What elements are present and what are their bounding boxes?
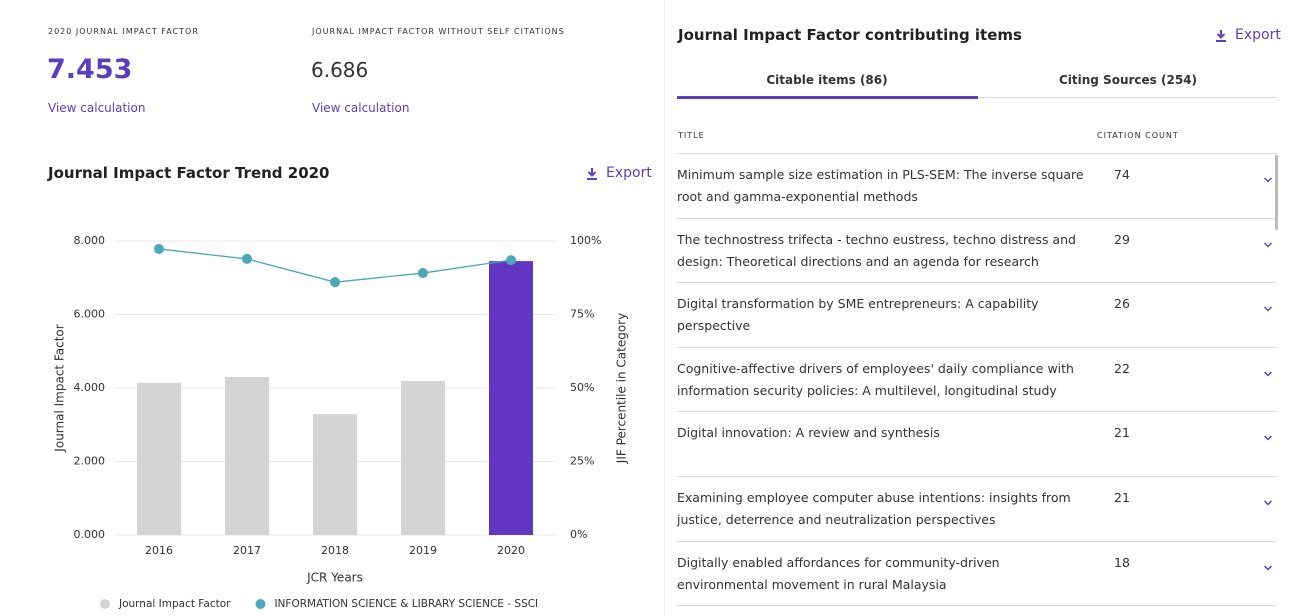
x-tick-label: 2018 <box>321 544 349 557</box>
table-row[interactable]: Minimum sample size estimation in PLS-SE… <box>677 153 1277 218</box>
export-label: Export <box>1235 27 1281 43</box>
expand-chevron[interactable] <box>1263 434 1273 442</box>
x-tick-label: 2017 <box>233 544 261 557</box>
x-axis-label: JCR Years <box>306 571 363 585</box>
bar <box>137 382 181 535</box>
point <box>242 253 252 264</box>
citation-count: 22 <box>1114 360 1130 376</box>
export-label: Export <box>606 165 652 181</box>
x-tick-label: 2016 <box>145 544 173 557</box>
citation-count: 18 <box>1114 554 1130 570</box>
y2-axis-label: JIF Percentile in Category <box>615 313 629 464</box>
table-row[interactable]: The technostress trifecta - techno eustr… <box>677 217 1277 283</box>
view-calculation[interactable]: View calculation <box>312 101 410 115</box>
point <box>330 277 340 288</box>
y2-tick-label: 50% <box>570 381 594 394</box>
metric-label: JOURNAL IMPACT FACTOR WITHOUT SELF CITAT… <box>312 27 565 36</box>
expand-chevron[interactable] <box>1263 564 1273 572</box>
column-header: CITATION COUNT <box>1097 131 1179 140</box>
y-tick-label: 4.000 <box>74 381 106 394</box>
y2-tick-label: 100% <box>570 234 601 247</box>
item-title: Cognitive-affective drivers of employees… <box>677 360 1074 398</box>
bar <box>489 261 533 535</box>
item-title: Digital innovation: A review and synthes… <box>677 425 940 441</box>
expand-chevron[interactable] <box>1263 305 1273 313</box>
row-divider <box>677 605 1277 607</box>
citation-count: 29 <box>1114 231 1130 247</box>
chart-title: Journal Impact Factor Trend 2020 <box>48 164 330 182</box>
item-title: The technostress trifecta - techno eustr… <box>677 231 1076 269</box>
table-row[interactable]: Digital transformation by SME entreprene… <box>677 282 1277 347</box>
citation-count: 21 <box>1114 490 1130 505</box>
tab[interactable]: Citable items (86) <box>766 73 888 87</box>
divider <box>664 0 665 616</box>
y2-tick-label: 75% <box>570 308 594 321</box>
expand-chevron[interactable] <box>1263 241 1273 249</box>
y-tick-label: 6.000 <box>74 308 106 321</box>
download-icon <box>1216 30 1226 42</box>
legend-swatch <box>100 599 110 609</box>
column-header: TITLE <box>678 131 705 140</box>
y2-tick-label: 0% <box>570 528 587 541</box>
view-calculation[interactable]: View calculation <box>48 101 146 115</box>
chart: 0.000 2.000 4.000 6.000 8.000 0% 25% 50% 75% 100%… <box>53 234 629 610</box>
expand-chevron[interactable] <box>1263 370 1273 378</box>
metric-label: 2020 JOURNAL IMPACT FACTOR <box>48 27 199 36</box>
tab-indicator <box>677 96 978 99</box>
citation-count: 26 <box>1114 296 1130 312</box>
bar <box>313 414 357 535</box>
y-tick-label: 0.000 <box>74 528 106 541</box>
bar <box>225 376 269 535</box>
legend-label: INFORMATION SCIENCE & LIBRARY SCIENCE - … <box>274 598 538 610</box>
legend-swatch <box>255 599 266 609</box>
scrollbar <box>1275 155 1278 230</box>
y-axis-label: Journal Impact Factor <box>53 324 67 452</box>
citation-count: 74 <box>1114 167 1130 182</box>
tab[interactable]: Citing Sources (254) <box>1058 73 1198 87</box>
items-title: Journal Impact Factor contributing items <box>678 26 1022 44</box>
y-tick-label: 2.000 <box>74 455 106 468</box>
y2-tick-label: 25% <box>570 455 594 468</box>
table-row[interactable]: Cognitive-affective drivers of employees… <box>677 346 1277 412</box>
item-title: Examining employee computer abuse intent… <box>677 490 1071 527</box>
table-row[interactable]: Examining employee computer abuse intent… <box>677 476 1277 541</box>
expand-chevron[interactable] <box>1263 499 1273 507</box>
item-title: Digitally enabled affordances for commun… <box>677 554 1000 592</box>
x-tick-label: 2019 <box>409 544 437 557</box>
point <box>506 255 516 266</box>
table-row[interactable]: Digital innovation: A review and synthes… <box>677 411 1277 476</box>
table-row[interactable]: Digitally enabled affordances for commun… <box>677 540 1277 606</box>
legend-label: Journal Impact Factor <box>118 598 231 610</box>
citation-count: 21 <box>1114 425 1130 441</box>
download-icon <box>587 168 597 180</box>
point <box>154 243 164 254</box>
y-tick-label: 8.000 <box>74 234 106 247</box>
metric-value: 6.686 <box>311 58 369 82</box>
item-title: Digital transformation by SME entreprene… <box>677 296 1039 334</box>
point <box>418 268 428 279</box>
metric-value: 7.453 <box>47 54 133 85</box>
x-tick-label: 2020 <box>497 544 525 557</box>
item-title: Minimum sample size estimation in PLS-SE… <box>677 167 1084 204</box>
bar <box>401 381 445 535</box>
expand-chevron[interactable] <box>1263 176 1273 184</box>
